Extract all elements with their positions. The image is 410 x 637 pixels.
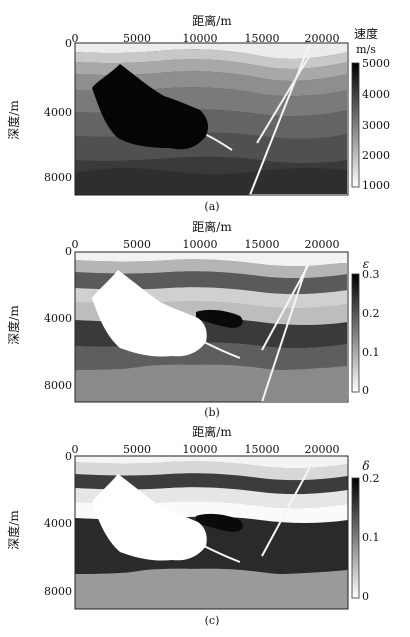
x-tick-label: 20000 xyxy=(305,32,340,45)
x-tick-label: 20000 xyxy=(305,238,340,251)
y-tick-label: 4000 xyxy=(44,312,72,325)
colorbar-scale xyxy=(351,477,360,599)
panel-b: 距离/m 0 5000 10000 15000 20000 0 4000 800… xyxy=(6,219,380,419)
x-tick-label: 5000 xyxy=(123,443,151,456)
plot-frame xyxy=(74,251,349,403)
y-tick-label: 4000 xyxy=(44,106,72,119)
y-tick-labels: 0 4000 8000 xyxy=(44,245,72,392)
colorbar-tick: 0 xyxy=(362,384,369,397)
x-tick-label: 15000 xyxy=(245,238,280,251)
panel-caption: (b) xyxy=(204,406,220,419)
colorbar-tick: 4000 xyxy=(362,88,390,101)
colorbar-title: ε xyxy=(363,257,369,271)
x-tick-label: 0 xyxy=(72,32,79,45)
x-tick-labels: 0 5000 10000 15000 20000 xyxy=(72,443,340,456)
y-axis-title: 深度/m xyxy=(6,510,21,550)
x-tick-label: 5000 xyxy=(123,32,151,45)
x-tick-label: 10000 xyxy=(183,238,218,251)
y-tick-label: 8000 xyxy=(44,379,72,392)
colorbar-title: δ xyxy=(362,459,369,473)
plot-frame xyxy=(74,42,349,196)
plot-frame xyxy=(74,455,349,610)
y-axis-title: 深度/m xyxy=(6,100,21,140)
colorbar: δ 0.2 0.1 0 xyxy=(351,459,380,603)
colorbar-tick: 1000 xyxy=(362,179,390,192)
x-axis-title: 距离/m xyxy=(192,13,232,28)
colorbar: ε 0.3 0.2 0.1 0 xyxy=(351,257,380,397)
x-tick-label: 10000 xyxy=(183,32,218,45)
x-tick-label: 5000 xyxy=(123,238,151,251)
colorbar-unit: m/s xyxy=(356,43,376,56)
y-axis-title: 深度/m xyxy=(6,305,21,345)
x-axis-title: 距离/m xyxy=(192,424,232,439)
panel-a: 距离/m 0 5000 10000 15000 20000 0 4000 800… xyxy=(6,13,390,213)
x-axis-title: 距离/m xyxy=(192,219,232,234)
panel-c: 距离/m 0 5000 10000 15000 20000 0 4000 800… xyxy=(6,424,380,627)
x-tick-label: 10000 xyxy=(183,443,218,456)
y-tick-labels: 0 4000 8000 xyxy=(44,450,72,598)
delta-model-image xyxy=(75,456,348,609)
x-tick-label: 0 xyxy=(72,238,79,251)
colorbar-scale xyxy=(351,273,360,393)
colorbar-tick: 0.2 xyxy=(362,307,380,320)
colorbar-tick: 3000 xyxy=(362,119,390,132)
x-tick-labels: 0 5000 10000 15000 20000 xyxy=(72,32,340,45)
colorbar-tick: 0 xyxy=(362,590,369,603)
colorbar-tick: 0.1 xyxy=(362,346,380,359)
y-tick-label: 8000 xyxy=(44,585,72,598)
colorbar-tick: 5000 xyxy=(362,57,390,70)
x-tick-label: 15000 xyxy=(245,32,280,45)
y-tick-label: 4000 xyxy=(44,517,72,530)
panel-caption: (c) xyxy=(205,614,220,627)
panel-caption: (a) xyxy=(204,200,219,213)
x-tick-label: 20000 xyxy=(305,443,340,456)
y-tick-label: 0 xyxy=(65,245,72,258)
colorbar-title: 速度 xyxy=(354,26,378,41)
x-tick-labels: 0 5000 10000 15000 20000 xyxy=(72,238,340,251)
colorbar-tick: 2000 xyxy=(362,149,390,162)
colorbar-tick: 0.2 xyxy=(362,472,380,485)
colorbar-tick: 0.1 xyxy=(362,531,380,544)
x-tick-label: 15000 xyxy=(245,443,280,456)
x-tick-label: 0 xyxy=(72,443,79,456)
colorbar-tick: 0.3 xyxy=(362,268,380,281)
y-tick-label: 8000 xyxy=(44,171,72,184)
velocity-model-image xyxy=(75,43,348,195)
colorbar: 速度 m/s 5000 4000 3000 2000 1000 xyxy=(351,26,390,192)
y-tick-label: 0 xyxy=(65,450,72,463)
y-tick-label: 0 xyxy=(65,37,72,50)
y-tick-labels: 0 4000 8000 xyxy=(44,37,72,184)
epsilon-model-image xyxy=(75,252,348,402)
colorbar-scale xyxy=(351,62,360,188)
